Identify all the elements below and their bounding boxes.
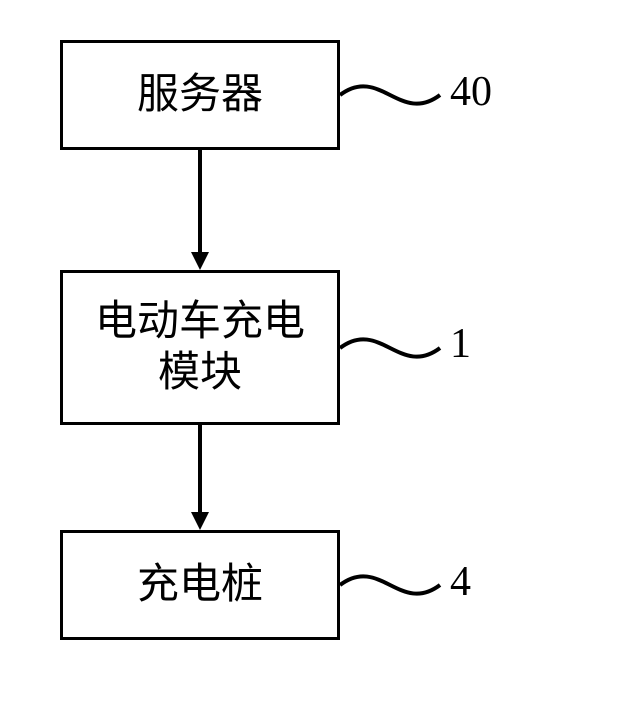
ref-label-ev-charging-module: 1	[450, 320, 471, 368]
ref-label-charging-pile: 4	[450, 558, 471, 606]
node-server-label: 服务器	[137, 70, 263, 120]
node-charging-pile-label: 充电桩	[137, 560, 263, 610]
node-server: 服务器	[60, 40, 340, 150]
node-ev-charging-module: 电动车充电 模块	[60, 270, 340, 425]
node-ev-charging-module-label: 电动车充电 模块	[95, 297, 305, 398]
flowchart-container: 服务器 40 电动车充电 模块 1 充电桩 4	[0, 0, 630, 703]
node-charging-pile: 充电桩	[60, 530, 340, 640]
ref-label-server: 40	[450, 68, 492, 116]
